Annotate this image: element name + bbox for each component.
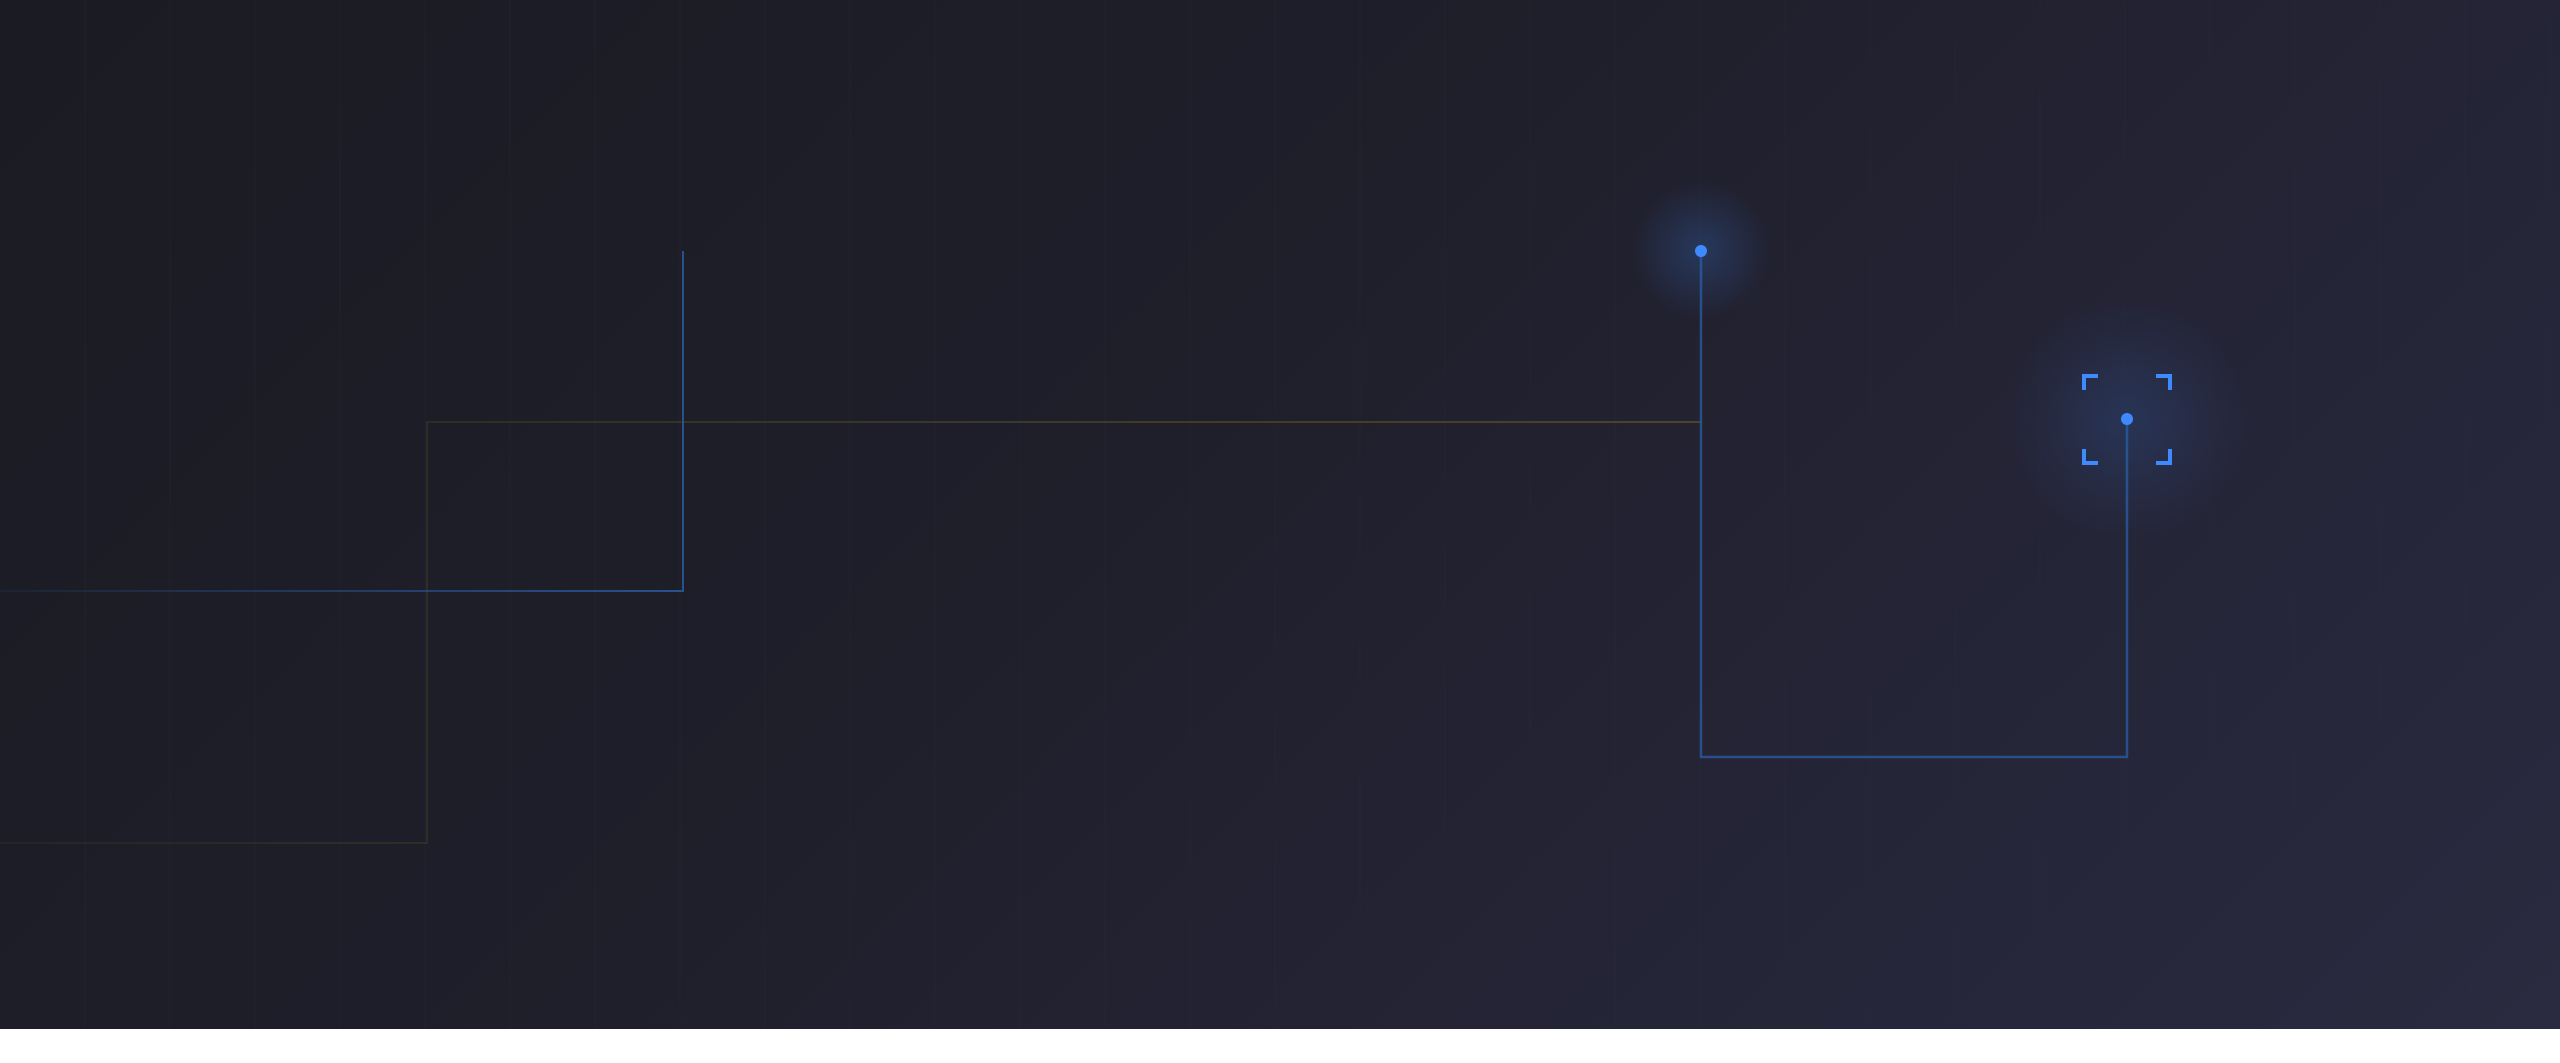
- page-footer-strip: [0, 1029, 2560, 1063]
- circuit-scene: [0, 0, 2560, 1029]
- target-node-dot: [2121, 413, 2133, 425]
- upper-node-dot: [1695, 245, 1707, 257]
- blue-circuit-line-right: [1699, 251, 2129, 759]
- target-crosshair-icon: [2082, 374, 2172, 465]
- blue-circuit-line-lower: [0, 251, 684, 592]
- background-canvas: [0, 0, 2560, 1029]
